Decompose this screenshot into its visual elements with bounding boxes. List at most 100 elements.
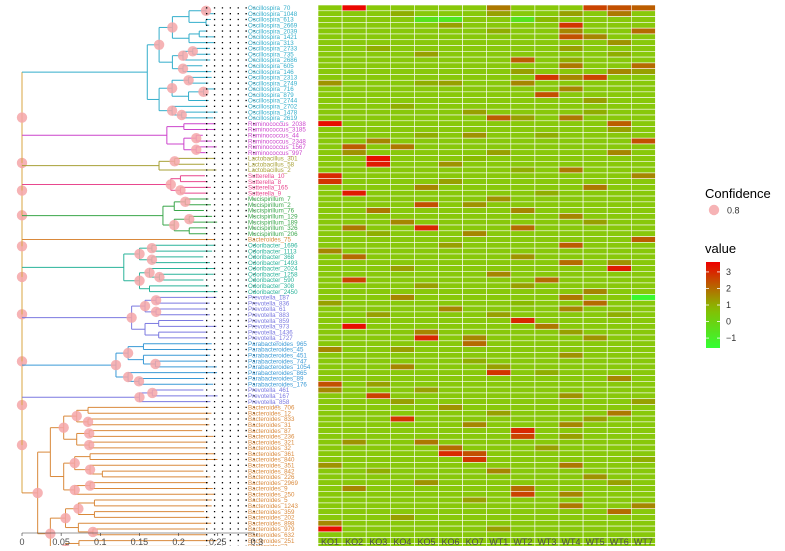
heatmap-cell [582,103,608,110]
heatmap-cell [317,236,343,243]
heatmap-cell [510,224,536,232]
heatmap-cell [462,323,488,330]
heatmap-cell [486,375,512,382]
heatmap-cell [317,166,343,174]
heatmap-cell [341,363,367,371]
heatmap-cell [534,508,560,515]
heatmap-cell [462,213,488,220]
heatmap-cell [438,369,463,376]
confidence-legend-value: 0.8 [727,206,740,216]
heatmap-cell [389,137,415,145]
confidence-point [167,22,178,33]
heatmap-cell [365,340,391,347]
heatmap-cell [534,27,560,35]
tip-label: Prevotella_1436 [248,329,293,336]
heatmap-cell [341,242,367,249]
heatmap-cell [486,456,512,463]
heatmap-cell [462,120,488,127]
heatmap-cell [606,438,632,446]
heatmap-cell [558,4,584,12]
heatmap-cell [558,201,584,208]
heatmap-cell [365,427,391,434]
heatmap-cell [534,369,560,376]
heatmap-cell [414,126,439,133]
heatmap-cell [389,51,415,58]
heatmap-cell [365,155,391,162]
heatmap-cell [582,328,608,336]
heatmap-cell [341,224,367,232]
heatmap-cell [582,409,608,417]
heatmap-cell [558,195,584,203]
tip-label: Odoribacter_308 [248,283,295,290]
heatmap-cell [317,27,343,35]
heatmap-cell [606,282,632,290]
heatmap-cell [606,467,632,475]
heatmap-cell [582,265,608,272]
heatmap-cell [486,22,512,29]
heatmap-cell [630,120,656,127]
heatmap-cell [341,79,367,87]
heatmap-cell [582,207,608,214]
heatmap-cell [630,137,656,145]
confidence-point [187,46,198,57]
heatmap-cell [534,444,560,452]
confidence-point [60,512,71,524]
heatmap-cell [365,259,391,266]
heatmap-cell [486,386,512,394]
heatmap-cell [606,97,632,104]
heatmap-cell [510,271,536,278]
tip-label: Bacteroides_1243 [248,503,298,510]
heatmap-cell [462,161,488,168]
heatmap-cell [389,218,415,226]
heatmap-cell [317,502,343,510]
heatmap-cell [606,236,632,243]
heatmap-cell [486,10,512,17]
heatmap-cell [317,456,343,463]
heatmap-cell [414,85,439,93]
heatmap-cell [389,161,415,168]
heatmap-cell [341,195,367,203]
tip-label: Ruminococcus_3185 [248,127,306,134]
heatmap-cell [438,247,463,255]
heatmap-cell [438,166,463,174]
heatmap-cell [630,421,656,428]
heatmap-cell [365,51,391,58]
heatmap-cell [438,161,463,168]
heatmap-cell [414,253,439,261]
heatmap-cell [510,479,536,486]
heatmap-cell [341,91,367,98]
heatmap-cell [510,473,536,481]
heatmap-cell [341,39,367,46]
heatmap-cell [341,247,367,255]
heatmap-cell [438,27,463,35]
heatmap-cell [438,438,463,446]
heatmap [317,4,656,551]
heatmap-cell [630,508,656,515]
heatmap-cell [317,392,343,400]
heatmap-cell [558,137,584,145]
heatmap-cell [414,218,439,226]
heatmap-cell [510,108,536,116]
heatmap-cell [414,45,439,52]
heatmap-cell [558,74,584,81]
heatmap-cell [486,294,512,301]
heatmap-cell [558,114,584,122]
heatmap-cell [534,207,560,214]
heatmap-cell [462,381,488,388]
heatmap-cell [317,317,343,324]
heatmap-cell [486,236,512,243]
heatmap-cell [558,282,584,290]
heatmap-cell [317,508,343,515]
heatmap-cell [558,103,584,110]
confidence-point [84,464,96,475]
heatmap-cell [558,520,584,527]
heatmap-cell [510,392,536,400]
heatmap-cell [438,271,463,278]
heatmap-cell [630,97,656,104]
tip-label: Bacteroides_979 [248,526,295,533]
heatmap-cell [365,27,391,35]
confidence-point [83,428,95,439]
heatmap-cell [389,4,415,12]
heatmap-cell [606,288,632,295]
